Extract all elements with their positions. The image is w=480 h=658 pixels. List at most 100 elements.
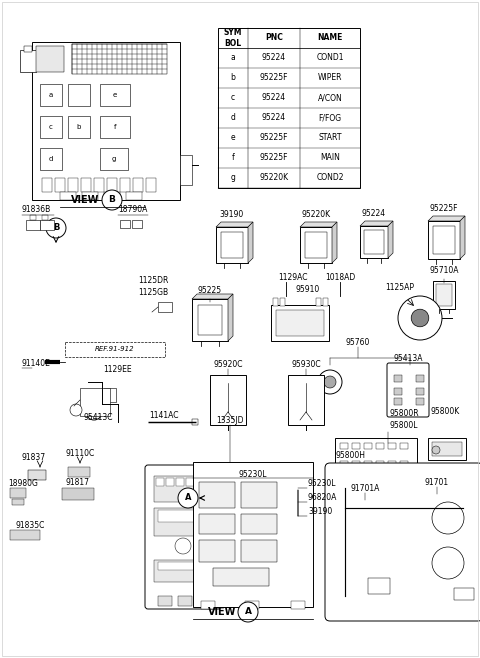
Bar (24, 46, 32, 52)
FancyBboxPatch shape (145, 465, 221, 609)
Bar (30, 215, 36, 220)
Bar (199, 482, 235, 508)
Text: A/CON: A/CON (318, 93, 342, 103)
Bar (400, 443, 408, 449)
Bar (180, 155, 192, 185)
Bar (271, 305, 329, 341)
Circle shape (432, 502, 464, 534)
Text: f: f (114, 124, 116, 130)
Text: d: d (230, 113, 235, 122)
Text: START: START (318, 134, 342, 143)
Text: 95224: 95224 (362, 209, 386, 218)
Text: e: e (113, 92, 117, 98)
Bar (158, 510, 208, 522)
Bar (221, 232, 243, 258)
Text: 95220K: 95220K (301, 210, 331, 219)
Text: 91701: 91701 (425, 478, 449, 487)
Bar (55, 178, 65, 192)
Bar (376, 461, 384, 467)
Text: 1129EE: 1129EE (104, 365, 132, 374)
Bar (68, 178, 78, 192)
Bar (120, 220, 130, 228)
Bar (201, 601, 215, 609)
Bar (166, 478, 174, 486)
Bar (416, 375, 424, 382)
Polygon shape (388, 221, 393, 258)
Circle shape (411, 309, 429, 327)
Bar (104, 388, 116, 402)
Bar (210, 375, 246, 425)
Bar (120, 178, 130, 192)
Polygon shape (300, 222, 337, 227)
Bar (42, 178, 52, 192)
Bar (68, 84, 90, 106)
Circle shape (175, 538, 191, 554)
Text: c: c (231, 93, 235, 103)
Bar (206, 478, 214, 486)
Bar (65, 342, 165, 357)
Circle shape (70, 404, 82, 416)
Text: d: d (49, 156, 53, 162)
Bar (158, 302, 172, 312)
Bar (198, 596, 212, 606)
Bar (156, 478, 164, 486)
Bar (94, 178, 104, 192)
Bar (32, 42, 180, 200)
Text: F/FOG: F/FOG (318, 113, 342, 122)
Text: COND1: COND1 (316, 53, 344, 63)
Text: 1018AD: 1018AD (325, 273, 355, 282)
Text: 91836B: 91836B (22, 205, 51, 214)
Bar (288, 375, 324, 425)
Text: 39190: 39190 (220, 210, 244, 219)
Bar (100, 84, 130, 106)
Text: 95760: 95760 (346, 338, 370, 347)
Bar (273, 298, 278, 306)
Bar (158, 562, 208, 570)
Text: 95800R: 95800R (390, 409, 420, 418)
Bar (352, 443, 360, 449)
Bar (198, 305, 222, 335)
Bar (241, 514, 277, 534)
Bar (352, 461, 360, 467)
Bar (436, 284, 452, 306)
Circle shape (432, 446, 440, 454)
Bar (192, 419, 198, 425)
Circle shape (238, 602, 258, 622)
Bar (36, 46, 64, 72)
Circle shape (318, 370, 342, 394)
Bar (280, 298, 285, 306)
Text: e: e (231, 134, 235, 143)
Text: 91110C: 91110C (65, 449, 95, 458)
Text: b: b (77, 124, 81, 130)
Text: REF.91-912: REF.91-912 (95, 346, 135, 352)
Circle shape (432, 547, 464, 579)
Text: 1125AP: 1125AP (385, 283, 415, 292)
Bar (186, 478, 194, 486)
Text: 95224: 95224 (262, 113, 286, 122)
Bar (433, 226, 455, 254)
Polygon shape (460, 216, 465, 259)
Bar (364, 443, 372, 449)
Bar (60, 192, 76, 200)
Text: 95225: 95225 (198, 286, 222, 295)
Polygon shape (360, 221, 393, 226)
Bar (42, 215, 48, 220)
Bar (241, 482, 277, 508)
Bar (193, 462, 313, 607)
Text: 95413C: 95413C (83, 413, 113, 422)
Bar (276, 310, 324, 336)
Bar (107, 178, 117, 192)
Text: f: f (232, 153, 234, 163)
Text: 39190: 39190 (308, 507, 332, 516)
Text: 95413A: 95413A (393, 354, 423, 363)
Bar (368, 578, 390, 594)
Bar (416, 388, 424, 395)
Bar (72, 44, 167, 74)
Text: VIEW: VIEW (71, 195, 99, 205)
Polygon shape (216, 222, 253, 227)
Bar (146, 178, 156, 192)
Bar (394, 398, 402, 405)
Bar (68, 116, 90, 138)
Bar (305, 232, 327, 258)
Circle shape (398, 296, 442, 340)
